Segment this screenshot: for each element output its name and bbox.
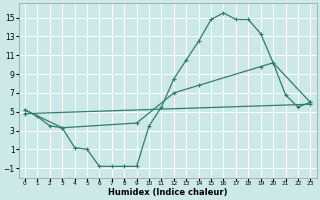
X-axis label: Humidex (Indice chaleur): Humidex (Indice chaleur) bbox=[108, 188, 228, 197]
